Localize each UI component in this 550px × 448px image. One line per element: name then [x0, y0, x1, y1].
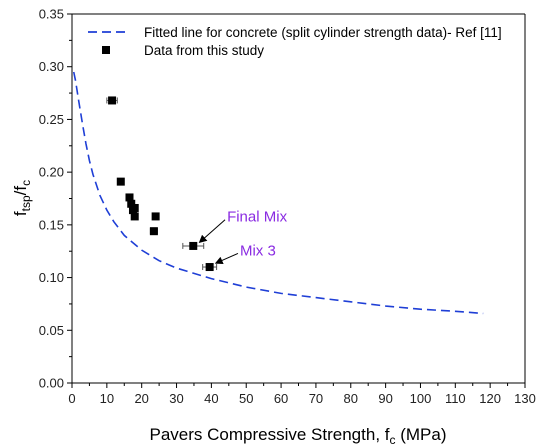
legend-label-data: Data from this study [144, 43, 264, 58]
fitted-line-series [72, 71, 484, 315]
y-axis-title: ftsp/fc [11, 180, 33, 216]
y-tick-label: 0.05 [39, 323, 64, 338]
legend: Fitted line for concrete (split cylinder… [88, 25, 502, 58]
x-axis-ticks: 0 10 20 30 40 50 60 70 80 90 100 110 120 130 [68, 383, 536, 406]
plot-frame [71, 13, 526, 384]
x-axis-title: Pavers Compressive Strength, fc (MPa) [150, 425, 447, 447]
data-point [189, 241, 198, 250]
data-point [116, 177, 125, 186]
data-point [127, 199, 136, 208]
x-tick-label: 20 [134, 391, 148, 406]
annotation-arrow [198, 219, 226, 244]
annotation-arrow [214, 252, 239, 265]
y-tick-label: 0.30 [39, 59, 64, 74]
x-tick-label: 50 [239, 391, 253, 406]
y-tick-label: 0.20 [39, 165, 64, 180]
data-point [130, 203, 139, 212]
y-tick-label: 0.25 [39, 112, 64, 127]
y-tick-label: 0.00 [39, 376, 64, 391]
data-markers [106, 96, 218, 272]
x-tick-label: 30 [169, 391, 183, 406]
x-tick-label: 100 [410, 391, 432, 406]
x-tick-label: 40 [204, 391, 218, 406]
x-tick-label: 90 [378, 391, 392, 406]
data-point [130, 212, 139, 221]
x-tick-label: 120 [479, 391, 501, 406]
legend-label-fitted: Fitted line for concrete (split cylinder… [144, 25, 502, 40]
data-point [205, 263, 214, 272]
y-tick-label: 0.35 [39, 7, 64, 22]
x-tick-label: 0 [68, 391, 75, 406]
legend-square-swatch [102, 46, 110, 54]
x-tick-label: 10 [100, 391, 114, 406]
data-point [108, 96, 117, 105]
data-point [125, 193, 134, 202]
x-tick-label: 70 [309, 391, 323, 406]
y-tick-label: 0.10 [39, 270, 64, 285]
annotation-label: Mix 3 [240, 242, 276, 259]
data-point [151, 212, 160, 221]
data-point [149, 227, 158, 236]
y-tick-label: 0.15 [39, 217, 64, 232]
x-tick-label: 130 [514, 391, 536, 406]
x-tick-label: 60 [274, 391, 288, 406]
x-tick-label: 110 [445, 391, 466, 406]
y-axis-ticks: 0.00 0.05 0.10 0.15 0.20 0.25 0.30 0.35 [39, 7, 72, 391]
annotation-label: Final Mix [227, 209, 288, 226]
x-tick-label: 80 [344, 391, 358, 406]
annotations: Final Mix Mix 3 [198, 209, 288, 265]
